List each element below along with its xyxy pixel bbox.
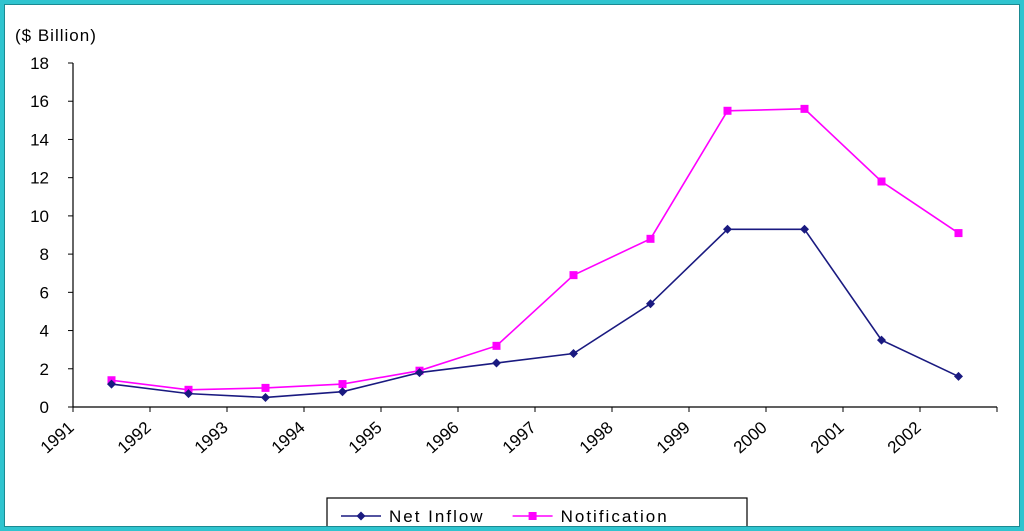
- notification-legend-point: [528, 512, 537, 520]
- notification-point: [492, 341, 501, 350]
- notification-point: [261, 383, 270, 392]
- x-tick-label: 2002: [884, 418, 925, 457]
- x-tick-label: 1997: [499, 418, 540, 457]
- notification-line: [111, 108, 959, 391]
- chart-frame: ($ Billion) 0 2 4 6 8 10 12 14 16 18 1991 1992 1993…: [4, 4, 1020, 527]
- net-inflow-point: [800, 224, 809, 234]
- notification-series: [107, 104, 963, 394]
- y-tick-labels: 0 2 4 6 8 10 12 14 16 18: [30, 54, 49, 417]
- net-inflow-point: [415, 368, 424, 378]
- net-inflow-point: [723, 224, 732, 234]
- y-tick-label: 8: [40, 245, 49, 264]
- net-inflow-series: [107, 224, 963, 402]
- x-tick-label: 1996: [422, 418, 463, 457]
- series-layer: [107, 104, 963, 402]
- x-tick-label: 2000: [730, 418, 771, 457]
- x-tick-label: 2001: [807, 418, 848, 457]
- legend-box: [326, 497, 748, 526]
- net-inflow-point: [646, 299, 655, 309]
- x-tick-label: 1998: [576, 418, 617, 457]
- net-inflow-point: [107, 379, 116, 389]
- x-tick-label: 1995: [345, 418, 386, 457]
- notification-point: [954, 229, 963, 238]
- y-tick-label: 2: [40, 360, 49, 379]
- net-inflow-line: [111, 228, 959, 399]
- net-inflow-point: [569, 348, 578, 358]
- net-inflow-legend-point: [356, 511, 366, 521]
- y-tick-label: 10: [30, 207, 49, 226]
- notification-legend-label: Notification: [561, 507, 669, 526]
- y-tick-label: 14: [30, 130, 49, 149]
- x-tick-label: 1991: [37, 418, 78, 457]
- unit-label: ($ Billion): [15, 26, 97, 45]
- y-tick-label: 16: [30, 92, 49, 111]
- net-inflow-point: [184, 389, 193, 399]
- y-tick-label: 12: [30, 169, 49, 188]
- net-inflow-point: [492, 358, 501, 368]
- notification-point: [569, 271, 578, 280]
- x-tick-label: 1999: [653, 418, 694, 457]
- net-inflow-point: [261, 392, 270, 402]
- notification-point: [646, 234, 655, 243]
- axes: [68, 62, 998, 412]
- notification-point: [877, 177, 886, 186]
- notification-point: [338, 380, 347, 389]
- y-tick-label: 6: [40, 283, 49, 302]
- y-tick-label: 18: [30, 54, 49, 73]
- legend: Net Inflow Notification: [326, 497, 748, 526]
- x-tick-labels: 1991 1992 1993 1994 1995 1996 1997 1998 1999 2000…: [37, 418, 925, 457]
- x-tick-label: 1993: [191, 418, 232, 457]
- y-tick-label: 4: [40, 322, 49, 341]
- net-inflow-legend-label: Net Inflow: [389, 507, 485, 526]
- notification-point: [800, 104, 809, 113]
- net-inflow-point: [877, 335, 886, 345]
- notification-point: [723, 106, 732, 115]
- x-tick-label: 1992: [114, 418, 155, 457]
- net-inflow-point: [954, 371, 963, 381]
- x-tick-label: 1994: [268, 418, 309, 457]
- y-tick-label: 0: [40, 398, 49, 417]
- net-inflow-point: [338, 387, 347, 397]
- line-chart: ($ Billion) 0 2 4 6 8 10 12 14 16 18 1991 1992 1993…: [15, 26, 998, 526]
